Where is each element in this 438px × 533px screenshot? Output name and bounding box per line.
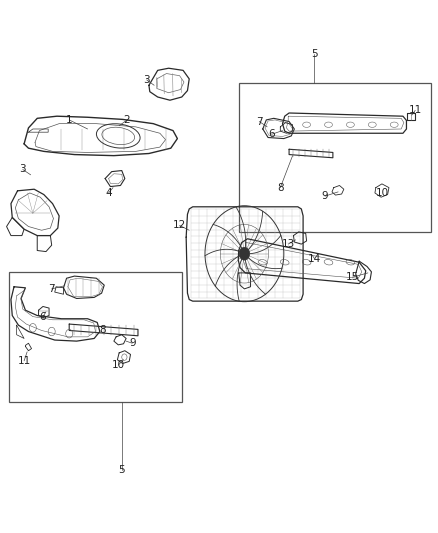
Text: 5: 5 <box>118 465 125 475</box>
Text: 6: 6 <box>268 130 275 139</box>
Text: 2: 2 <box>124 115 131 125</box>
Text: 14: 14 <box>308 254 321 263</box>
Bar <box>9 272 182 402</box>
Text: 11: 11 <box>409 106 422 115</box>
Text: 3: 3 <box>143 75 150 85</box>
Text: 7: 7 <box>256 117 263 126</box>
Bar <box>239 83 431 232</box>
Text: 10: 10 <box>375 188 389 198</box>
Text: 11: 11 <box>18 356 31 366</box>
Text: 9: 9 <box>129 338 136 348</box>
Text: 10: 10 <box>112 360 125 370</box>
Text: 4: 4 <box>105 188 112 198</box>
Text: 15: 15 <box>346 272 359 282</box>
Text: 8: 8 <box>99 326 106 335</box>
Circle shape <box>239 247 250 260</box>
Text: 6: 6 <box>39 312 46 321</box>
Text: 9: 9 <box>321 191 328 201</box>
Text: 3: 3 <box>19 165 26 174</box>
Text: 8: 8 <box>277 183 284 192</box>
Text: 13: 13 <box>282 239 295 249</box>
Text: 12: 12 <box>173 221 186 230</box>
Text: 1: 1 <box>66 115 73 125</box>
Text: 7: 7 <box>48 284 55 294</box>
Text: 5: 5 <box>311 50 318 59</box>
